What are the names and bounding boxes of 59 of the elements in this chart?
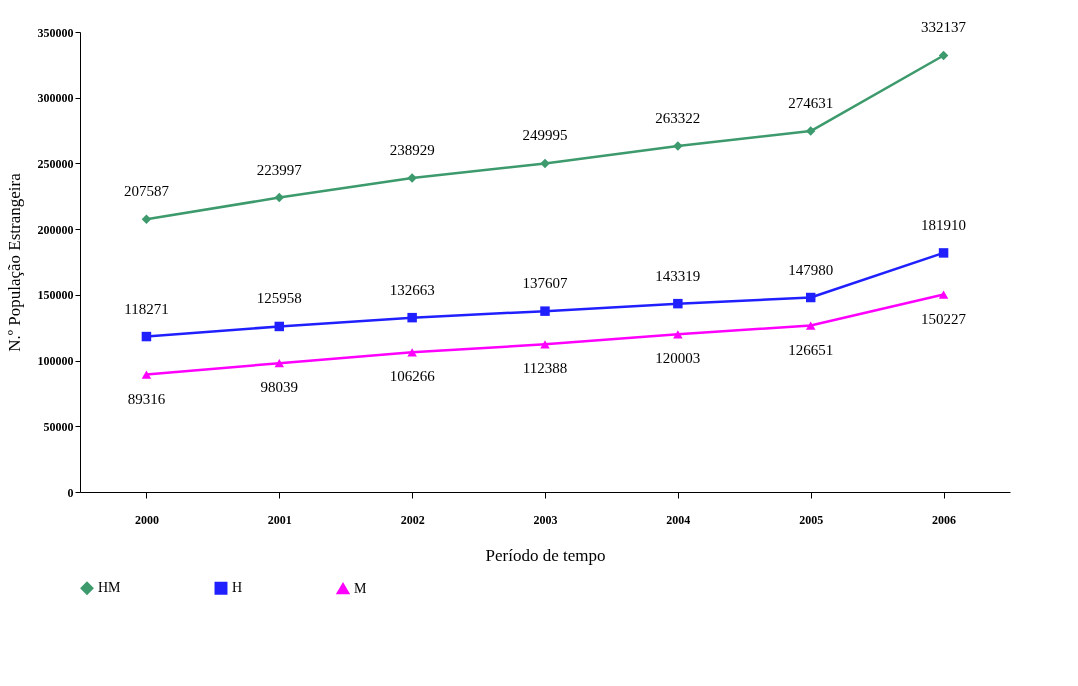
data-label: 147980 <box>788 261 834 278</box>
data-label: 274631 <box>788 95 834 112</box>
point <box>274 321 285 332</box>
data-label: 332137 <box>921 19 967 36</box>
data-label: 106266 <box>389 368 436 385</box>
data-label: 89316 <box>127 390 166 407</box>
x-tick-label: 2001 <box>267 512 292 527</box>
x-axis-title: Período de tempo <box>485 545 606 565</box>
point <box>938 248 949 258</box>
y-tick-label: 300000 <box>37 91 74 106</box>
data-label: 112388 <box>522 360 568 377</box>
x-tick-label: 2002 <box>400 512 425 527</box>
data-label: 120003 <box>655 350 701 367</box>
point <box>938 50 949 61</box>
data-label: 118271 <box>124 300 169 317</box>
y-tick-label: 0 <box>67 485 74 500</box>
data-label: 207587 <box>123 183 170 200</box>
y-tick-label: 200000 <box>37 222 74 237</box>
data-label: 125958 <box>256 290 302 307</box>
x-tick-label: 2004 <box>666 512 691 527</box>
point <box>673 330 683 339</box>
y-tick-label: 250000 <box>37 156 74 171</box>
y-tick-label: 50000 <box>43 419 74 434</box>
y-tick-label: 100000 <box>37 354 74 369</box>
y-axis-title: N.º População Estrangeira <box>4 172 24 352</box>
data-label: 181910 <box>921 216 967 233</box>
point <box>540 158 550 169</box>
x-tick-label: 2006 <box>932 512 957 527</box>
legend-label: H <box>232 580 243 596</box>
point <box>938 290 949 299</box>
x-tick-label: 2005 <box>799 512 824 527</box>
point <box>805 292 816 303</box>
point <box>141 370 152 379</box>
data-label: 126651 <box>788 341 834 358</box>
point <box>141 214 152 224</box>
legend-label: M <box>354 580 367 596</box>
point <box>540 340 550 349</box>
point <box>805 321 816 330</box>
data-label: 98039 <box>260 379 299 396</box>
point <box>805 126 816 136</box>
legend-label: HM <box>98 580 122 596</box>
point <box>673 298 683 309</box>
point <box>274 359 285 368</box>
data-label: 249995 <box>522 127 568 144</box>
data-label: 223997 <box>256 161 303 178</box>
point <box>407 312 417 323</box>
data-label: 150227 <box>921 310 967 327</box>
point <box>274 192 285 203</box>
y-tick-label: 150000 <box>37 288 74 303</box>
point <box>141 331 152 342</box>
point <box>540 306 550 316</box>
y-tick-label: 350000 <box>37 25 74 40</box>
x-tick-label: 2003 <box>533 512 558 527</box>
data-label: 137607 <box>522 275 568 292</box>
data-label: 263322 <box>655 109 701 126</box>
data-label: 132663 <box>389 281 435 298</box>
data-label: 238929 <box>389 141 435 158</box>
data-label: 143319 <box>655 267 701 284</box>
x-tick-label: 2000 <box>134 512 159 527</box>
